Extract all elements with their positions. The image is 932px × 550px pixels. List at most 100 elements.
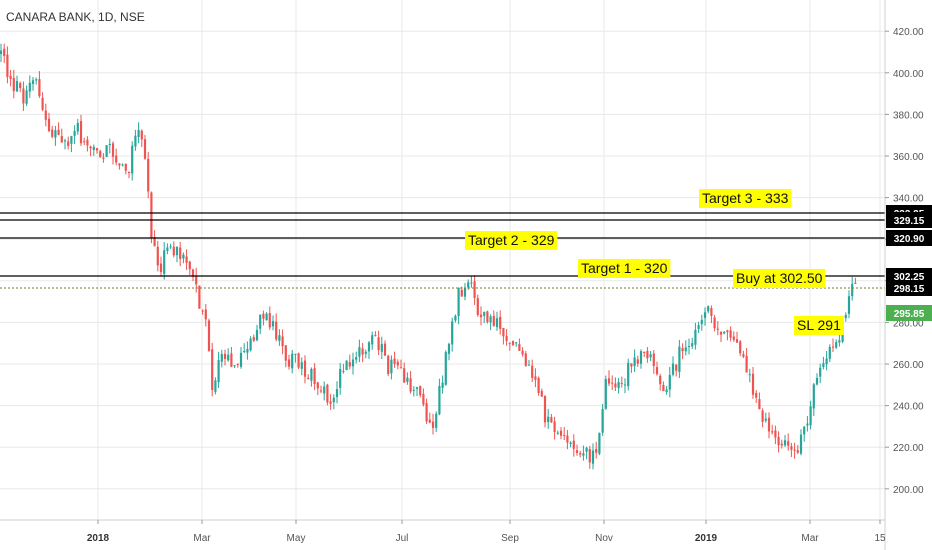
candle <box>780 439 783 449</box>
candle <box>643 351 646 357</box>
annotation[interactable]: SL 291 <box>794 316 844 335</box>
candle <box>838 334 841 347</box>
candle <box>310 367 313 387</box>
candle <box>38 71 41 98</box>
candle <box>214 377 217 395</box>
annotation[interactable]: Buy at 302.50 <box>733 269 826 288</box>
candle-body <box>76 122 79 132</box>
candle <box>399 359 403 369</box>
candle-body <box>486 311 489 323</box>
annotation-text: Target 1 - 320 <box>581 260 668 276</box>
price-tag-label: 329.15 <box>894 216 925 227</box>
candle <box>582 445 585 461</box>
annotation[interactable]: Target 2 - 329 <box>465 231 558 250</box>
candle-body <box>230 353 233 367</box>
candle <box>435 411 438 433</box>
candle <box>767 412 771 439</box>
candle-body <box>249 338 252 351</box>
candle-body <box>729 330 732 338</box>
candle-body <box>844 315 847 318</box>
candle-body <box>710 308 713 316</box>
candle <box>550 413 553 424</box>
candle-body <box>303 360 307 377</box>
candle-body <box>611 382 614 384</box>
candle-body <box>207 320 211 352</box>
candle <box>25 85 28 106</box>
price-axis[interactable]: 200.00220.00240.00260.00280.00300.00320.… <box>885 27 924 496</box>
candle-body <box>687 346 691 348</box>
annotation-bg <box>578 259 671 278</box>
annotation-text: Target 3 - 333 <box>702 190 789 206</box>
candle <box>531 359 534 383</box>
candle <box>732 331 735 342</box>
candle-body <box>735 339 739 343</box>
candle-body <box>499 316 502 329</box>
candle <box>422 388 425 407</box>
candle-body <box>780 443 783 446</box>
candle-body <box>723 331 726 334</box>
candle-body <box>153 237 156 247</box>
candle <box>790 442 793 458</box>
candle-body <box>236 363 239 365</box>
candle-body <box>86 139 89 146</box>
candle-body <box>479 314 483 318</box>
candle-body <box>265 313 268 321</box>
candle <box>553 416 556 440</box>
y-tick-label: 240.00 <box>893 402 924 413</box>
candle <box>483 311 486 324</box>
candle <box>358 339 361 363</box>
candle-body <box>252 337 255 341</box>
candle-body <box>633 357 636 367</box>
candle-body <box>35 79 38 81</box>
candle-body <box>476 298 479 315</box>
candle <box>227 348 230 362</box>
candle-body <box>489 316 492 323</box>
candle-body <box>124 163 127 171</box>
annotation-text: SL 291 <box>797 317 841 333</box>
candle <box>623 378 627 394</box>
candle-body <box>316 382 319 389</box>
candle-body <box>505 335 508 341</box>
candle <box>281 329 284 355</box>
candle-body <box>447 343 451 354</box>
candle-body <box>671 363 675 375</box>
annotation[interactable]: Target 3 - 333 <box>699 189 792 208</box>
candle-body <box>588 449 591 463</box>
price-tag-label: 302.25 <box>894 272 925 283</box>
candle-body <box>63 140 67 142</box>
candle-body <box>617 381 620 389</box>
candle <box>297 352 300 370</box>
candle-body <box>630 363 633 367</box>
candle <box>195 267 198 293</box>
candle <box>819 363 822 384</box>
time-axis[interactable]: 2018 Mar May Jul Sep Nov 2019 Mar 15 <box>87 520 886 544</box>
x-tick-label: Sep <box>501 533 519 544</box>
annotation-text: Target 2 - 329 <box>468 232 555 248</box>
candle <box>748 368 751 383</box>
candle-body <box>502 328 505 337</box>
candle-body <box>150 192 153 239</box>
candle-body <box>220 353 223 362</box>
candlestick-series <box>0 43 857 470</box>
candle-body <box>297 353 300 368</box>
candle-body <box>291 353 294 369</box>
candle-body <box>643 351 646 353</box>
candle-body <box>396 361 399 366</box>
candle <box>719 331 723 342</box>
annotations[interactable]: Target 3 - 333 Target 2 - 329 Target 1 - 3… <box>465 189 844 335</box>
candle-body <box>300 362 303 369</box>
candle <box>668 366 671 398</box>
candle-body <box>659 375 662 385</box>
annotation[interactable]: Target 1 - 320 <box>578 259 671 278</box>
candle <box>201 309 204 315</box>
candle-body <box>700 319 703 325</box>
candle-body <box>783 440 787 446</box>
candle <box>585 446 588 460</box>
candle <box>825 351 828 371</box>
price-tag-label: 320.90 <box>894 234 925 245</box>
candle-body <box>419 386 422 396</box>
candle <box>527 359 531 366</box>
candle-body <box>572 440 575 449</box>
candle-body <box>425 403 428 422</box>
